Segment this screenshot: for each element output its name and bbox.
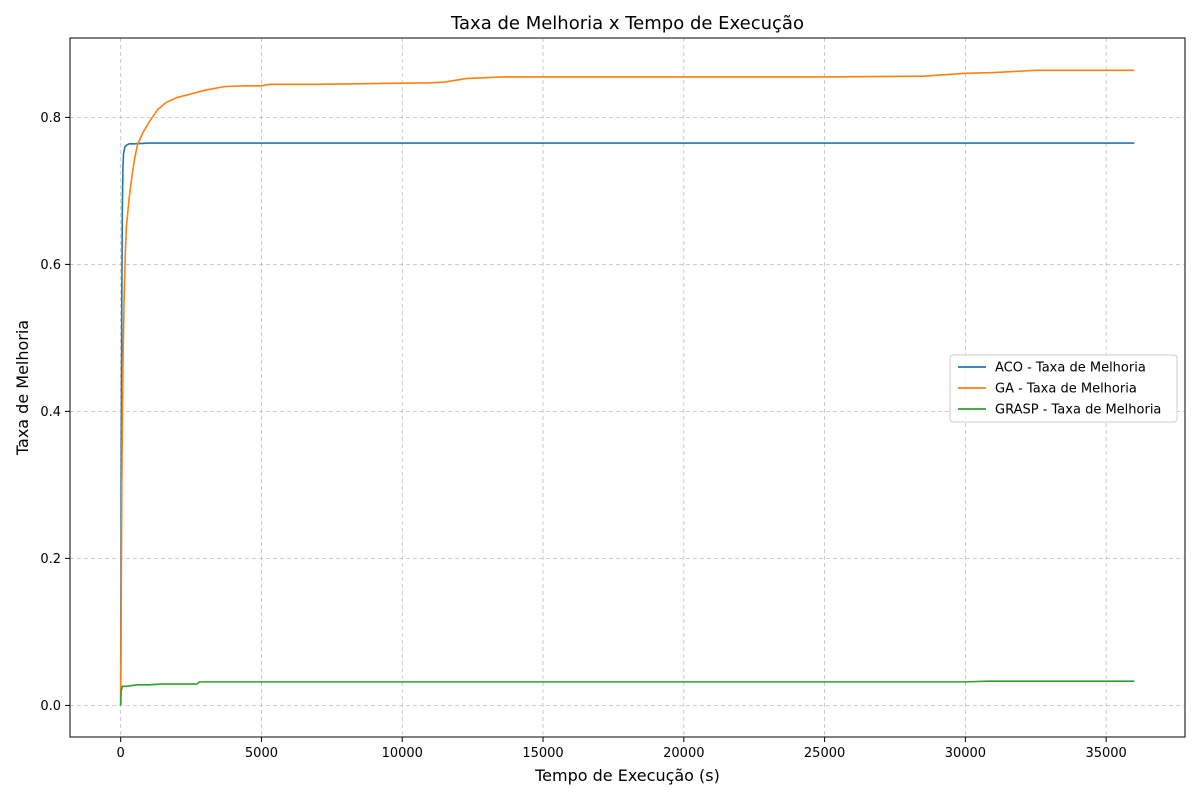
series-line-2 <box>119 69 1135 706</box>
legend-label: GA - Taxa de Melhoria <box>995 382 1137 397</box>
y-tick-label: 0.4 <box>40 405 61 420</box>
y-tick-label: 0.2 <box>40 552 61 567</box>
series-line-1 <box>119 142 1135 706</box>
x-axis-ticks: 0 5000 10000 15000 20000 25000 30000 35000 <box>117 737 1127 761</box>
x-tick-label: 10000 <box>382 746 423 761</box>
x-tick-label: 20000 <box>663 746 704 761</box>
legend-label: GRASP - Taxa de Melhoria <box>995 403 1161 418</box>
x-tick-label: 35000 <box>1085 746 1126 761</box>
series-line-3 <box>119 680 1135 706</box>
y-axis-ticks: 0.0 0.2 0.4 0.6 0.8 <box>40 111 70 714</box>
x-tick-label: 0 <box>117 746 125 761</box>
x-tick-label: 15000 <box>522 746 563 761</box>
legend-box <box>949 354 1178 423</box>
x-tick-label: 30000 <box>945 746 986 761</box>
x-tick-label: 5000 <box>245 746 278 761</box>
x-tick-label: 25000 <box>804 746 845 761</box>
x-axis-label: Tempo de Execução (s) <box>534 766 720 785</box>
plot-area-frame <box>69 37 1186 738</box>
chart-title: Taxa de Melhoria x Tempo de Execução <box>450 13 804 34</box>
y-tick-label: 0.8 <box>40 111 61 126</box>
series-lines <box>119 69 1135 706</box>
legend-label: ACO - Taxa de Melhoria <box>995 361 1146 376</box>
y-tick-label: 0.0 <box>40 699 61 714</box>
legend: ACO - Taxa de Melhoria GA - Taxa de Melho… <box>949 354 1178 423</box>
y-axis-label: Taxa de Melhoria <box>13 320 32 456</box>
y-tick-label: 0.6 <box>40 258 61 273</box>
